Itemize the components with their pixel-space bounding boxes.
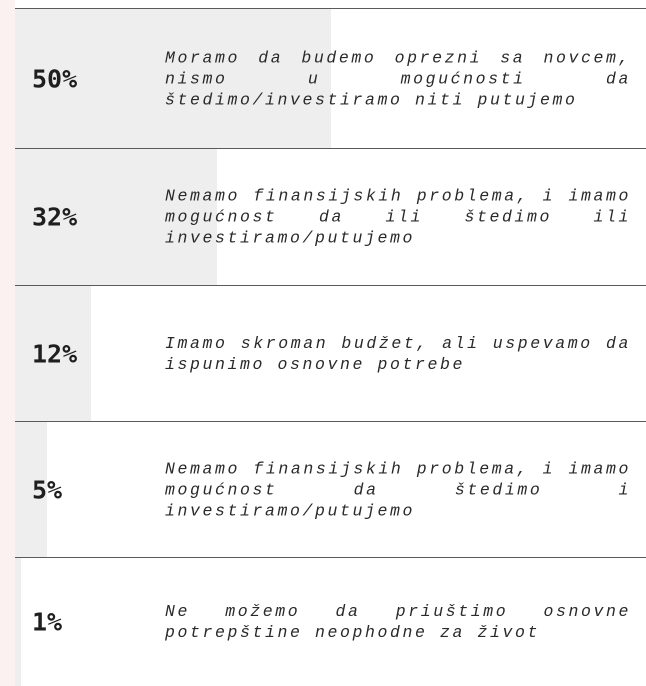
category-label: Nemamo finansijskih problema, i imamo mo… (165, 186, 631, 248)
row: 1% Ne možemo da priuštimo osnovne potrepš… (15, 557, 646, 686)
row: 32% Nemamo finansijskih problema, i imamo… (15, 148, 646, 285)
row: 50% Moramo da budemo oprezni sa novcem, n… (15, 8, 646, 148)
value-label: 12% (32, 339, 78, 368)
bar (15, 558, 22, 686)
category-label: Nemamo finansijskih problema, i imamo mo… (165, 459, 631, 520)
value-label: 32% (32, 202, 78, 232)
bar (15, 149, 217, 285)
category-label: Imamo skroman budžet, ali uspevamo da is… (165, 333, 631, 374)
row: 12% Imamo skroman budžet, ali uspevamo da… (15, 285, 646, 421)
category-label: Ne možemo da priuštimo osnovne potrepšti… (165, 602, 631, 642)
row: 5% Nemamo finansijskih problema, i imamo … (15, 421, 646, 557)
value-label: 5% (32, 475, 63, 504)
category-label: Moramo da budemo oprezni sa novcem, nism… (165, 48, 631, 109)
value-label: 1% (32, 607, 63, 637)
value-label: 50% (32, 64, 78, 93)
chart: 50% Moramo da budemo oprezni sa novcem, n… (15, 0, 646, 686)
bar (15, 422, 47, 557)
bar (15, 9, 331, 148)
bar (15, 286, 91, 421)
